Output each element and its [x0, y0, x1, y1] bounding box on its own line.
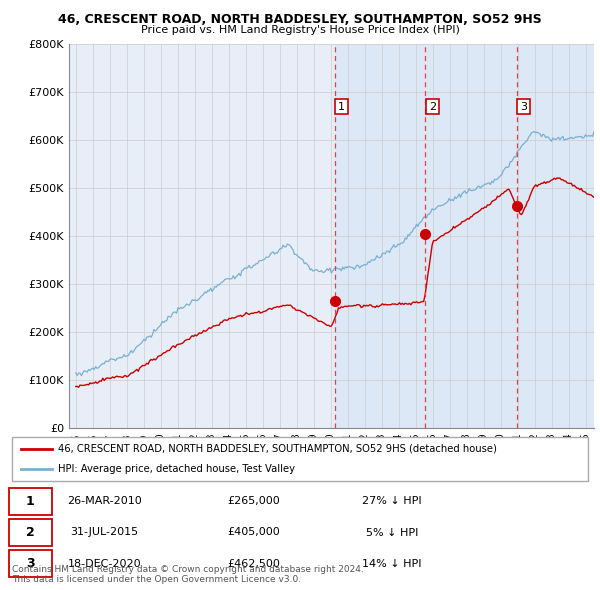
Text: 26-MAR-2010: 26-MAR-2010	[67, 496, 142, 506]
Text: £265,000: £265,000	[227, 496, 280, 506]
Text: HPI: Average price, detached house, Test Valley: HPI: Average price, detached house, Test…	[58, 464, 295, 474]
Text: Contains HM Land Registry data © Crown copyright and database right 2024.
This d: Contains HM Land Registry data © Crown c…	[12, 565, 364, 584]
Text: 14% ↓ HPI: 14% ↓ HPI	[362, 559, 422, 569]
Text: 2: 2	[26, 526, 35, 539]
Text: 31-JUL-2015: 31-JUL-2015	[70, 527, 138, 537]
Bar	[335, 44, 594, 428]
FancyBboxPatch shape	[9, 488, 52, 515]
Text: £462,500: £462,500	[227, 559, 280, 569]
Text: 2: 2	[429, 101, 436, 112]
Text: 46, CRESCENT ROAD, NORTH BADDESLEY, SOUTHAMPTON, SO52 9HS (detached house): 46, CRESCENT ROAD, NORTH BADDESLEY, SOUT…	[58, 444, 497, 454]
Text: Price paid vs. HM Land Registry's House Price Index (HPI): Price paid vs. HM Land Registry's House …	[140, 25, 460, 35]
Text: 1: 1	[26, 495, 35, 508]
Text: 27% ↓ HPI: 27% ↓ HPI	[362, 496, 422, 506]
Text: 5% ↓ HPI: 5% ↓ HPI	[366, 527, 418, 537]
FancyBboxPatch shape	[9, 550, 52, 577]
Text: 3: 3	[520, 101, 527, 112]
Text: 18-DEC-2020: 18-DEC-2020	[67, 559, 141, 569]
Text: £405,000: £405,000	[227, 527, 280, 537]
FancyBboxPatch shape	[9, 519, 52, 546]
Text: 1: 1	[338, 101, 345, 112]
Text: 3: 3	[26, 557, 35, 570]
Text: 46, CRESCENT ROAD, NORTH BADDESLEY, SOUTHAMPTON, SO52 9HS: 46, CRESCENT ROAD, NORTH BADDESLEY, SOUT…	[58, 13, 542, 26]
